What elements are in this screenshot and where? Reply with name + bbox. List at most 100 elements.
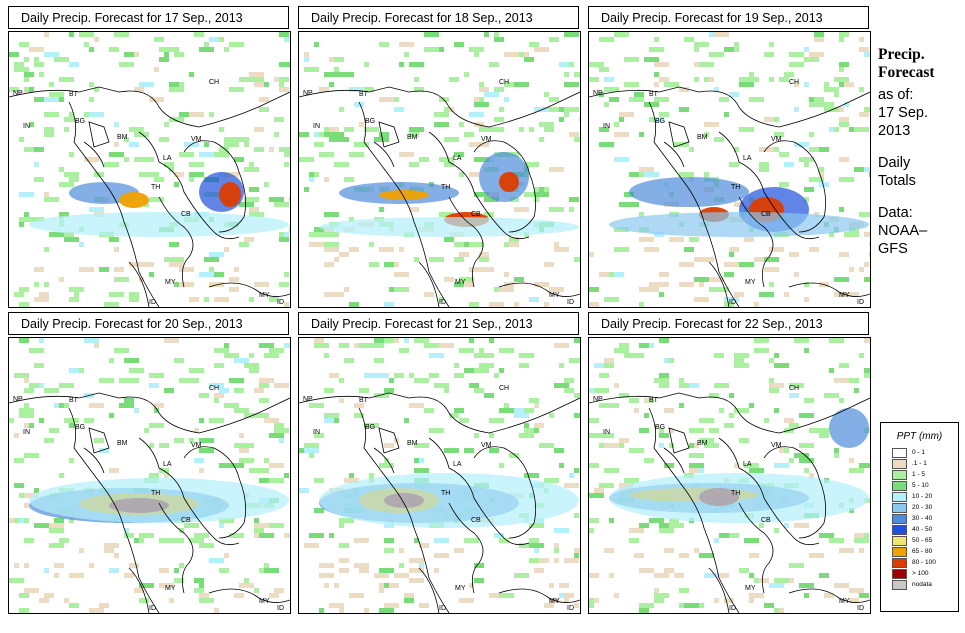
- precip-cell: [259, 533, 274, 538]
- precip-cell: [809, 177, 824, 182]
- precip-cell: [539, 122, 554, 127]
- precip-cell: [354, 563, 369, 568]
- country-label-my: MY: [745, 585, 756, 592]
- precip-cell: [629, 538, 639, 543]
- precip-cell: [344, 478, 359, 483]
- precip-cell: [769, 583, 784, 588]
- precip-cell: [109, 568, 119, 573]
- precip-cell: [444, 277, 454, 282]
- country-label-id: ID: [439, 299, 446, 306]
- precip-cell: [269, 197, 284, 202]
- precip-cell: [169, 262, 184, 267]
- precip-cell: [334, 132, 344, 137]
- country-label-np: NP: [303, 90, 313, 97]
- precip-cell: [224, 343, 229, 348]
- precip-cell: [284, 272, 289, 277]
- precip-cell: [84, 42, 89, 47]
- precip-cell: [14, 433, 19, 438]
- precip-cell: [504, 52, 519, 57]
- precip-cell: [124, 358, 139, 363]
- precip-cell: [599, 37, 614, 42]
- precip-cell: [724, 262, 739, 267]
- precip-cell: [254, 388, 264, 393]
- precip-cell: [159, 57, 169, 62]
- precip-cell: [709, 277, 724, 282]
- precip-cell: [264, 458, 269, 463]
- precip-cell: [569, 132, 579, 137]
- precip-cell: [694, 297, 709, 302]
- precip-cell: [129, 563, 139, 568]
- precip-cell: [619, 117, 624, 122]
- country-label-my: MY: [455, 279, 466, 286]
- precip-cell: [114, 247, 119, 252]
- precip-cell: [524, 473, 539, 478]
- precip-cell: [479, 353, 494, 358]
- precip-cell: [179, 257, 184, 262]
- precip-cell: [334, 257, 339, 262]
- precip-cell: [614, 593, 619, 598]
- legend-label: 50 - 65: [912, 537, 933, 544]
- precip-cell: [689, 468, 704, 473]
- precip-cell: [44, 132, 54, 137]
- precip-cell: [614, 122, 619, 127]
- precip-cell: [324, 127, 329, 132]
- border-line: [128, 567, 150, 613]
- precip-cell: [364, 608, 369, 613]
- precip-cell: [599, 272, 609, 277]
- precip-cell: [279, 32, 289, 37]
- precip-cell: [314, 508, 324, 513]
- side-heading-2: Forecast: [878, 64, 935, 81]
- precip-cell: [209, 112, 214, 117]
- precip-cell: [469, 242, 484, 247]
- precip-cell: [599, 443, 604, 448]
- precip-cell: [864, 373, 870, 378]
- precip-area: [319, 217, 579, 237]
- precip-cell: [679, 383, 694, 388]
- precip-cell: [249, 353, 254, 358]
- precip-cell: [649, 518, 654, 523]
- country-label-id: ID: [857, 605, 864, 612]
- precip-cell: [339, 568, 349, 573]
- precip-cell: [329, 137, 334, 142]
- precip-cell: [409, 578, 424, 583]
- precip-cell: [604, 77, 614, 82]
- precip-cell: [729, 533, 739, 538]
- precip-cell: [49, 82, 54, 87]
- precip-cell: [414, 77, 419, 82]
- precip-cell: [299, 132, 309, 137]
- precip-cell: [679, 403, 684, 408]
- precip-cell: [329, 603, 344, 608]
- precip-cell: [849, 267, 854, 272]
- precip-cell: [579, 468, 580, 473]
- country-label-th: TH: [441, 490, 450, 497]
- precip-cell: [724, 47, 734, 52]
- precip-cell: [29, 423, 34, 428]
- precip-cell: [659, 292, 664, 297]
- precip-cell: [649, 47, 664, 52]
- border-line: [158, 196, 194, 288]
- precip-cell: [379, 247, 394, 252]
- precip-cell: [749, 72, 754, 77]
- precip-cell: [39, 598, 49, 603]
- precip-cell: [254, 77, 264, 82]
- precip-cell: [679, 553, 689, 558]
- precip-cell: [859, 47, 869, 52]
- precip-cell: [124, 137, 129, 142]
- precip-cell: [89, 97, 94, 102]
- precip-cell: [474, 52, 479, 57]
- precip-cell: [169, 82, 179, 87]
- precip-cell: [439, 297, 444, 302]
- country-label-th: TH: [731, 184, 740, 191]
- precip-cell: [554, 448, 564, 453]
- precip-cell: [159, 583, 174, 588]
- precip-cell: [714, 32, 729, 37]
- precip-cell: [634, 553, 644, 558]
- country-label-in: IN: [23, 429, 30, 436]
- precip-cell: [409, 132, 419, 137]
- precip-cell: [534, 197, 539, 202]
- precip-cell: [614, 383, 619, 388]
- precip-cell: [519, 433, 534, 438]
- precip-cell: [314, 227, 324, 232]
- precip-cell: [379, 207, 384, 212]
- precip-cell: [34, 488, 39, 493]
